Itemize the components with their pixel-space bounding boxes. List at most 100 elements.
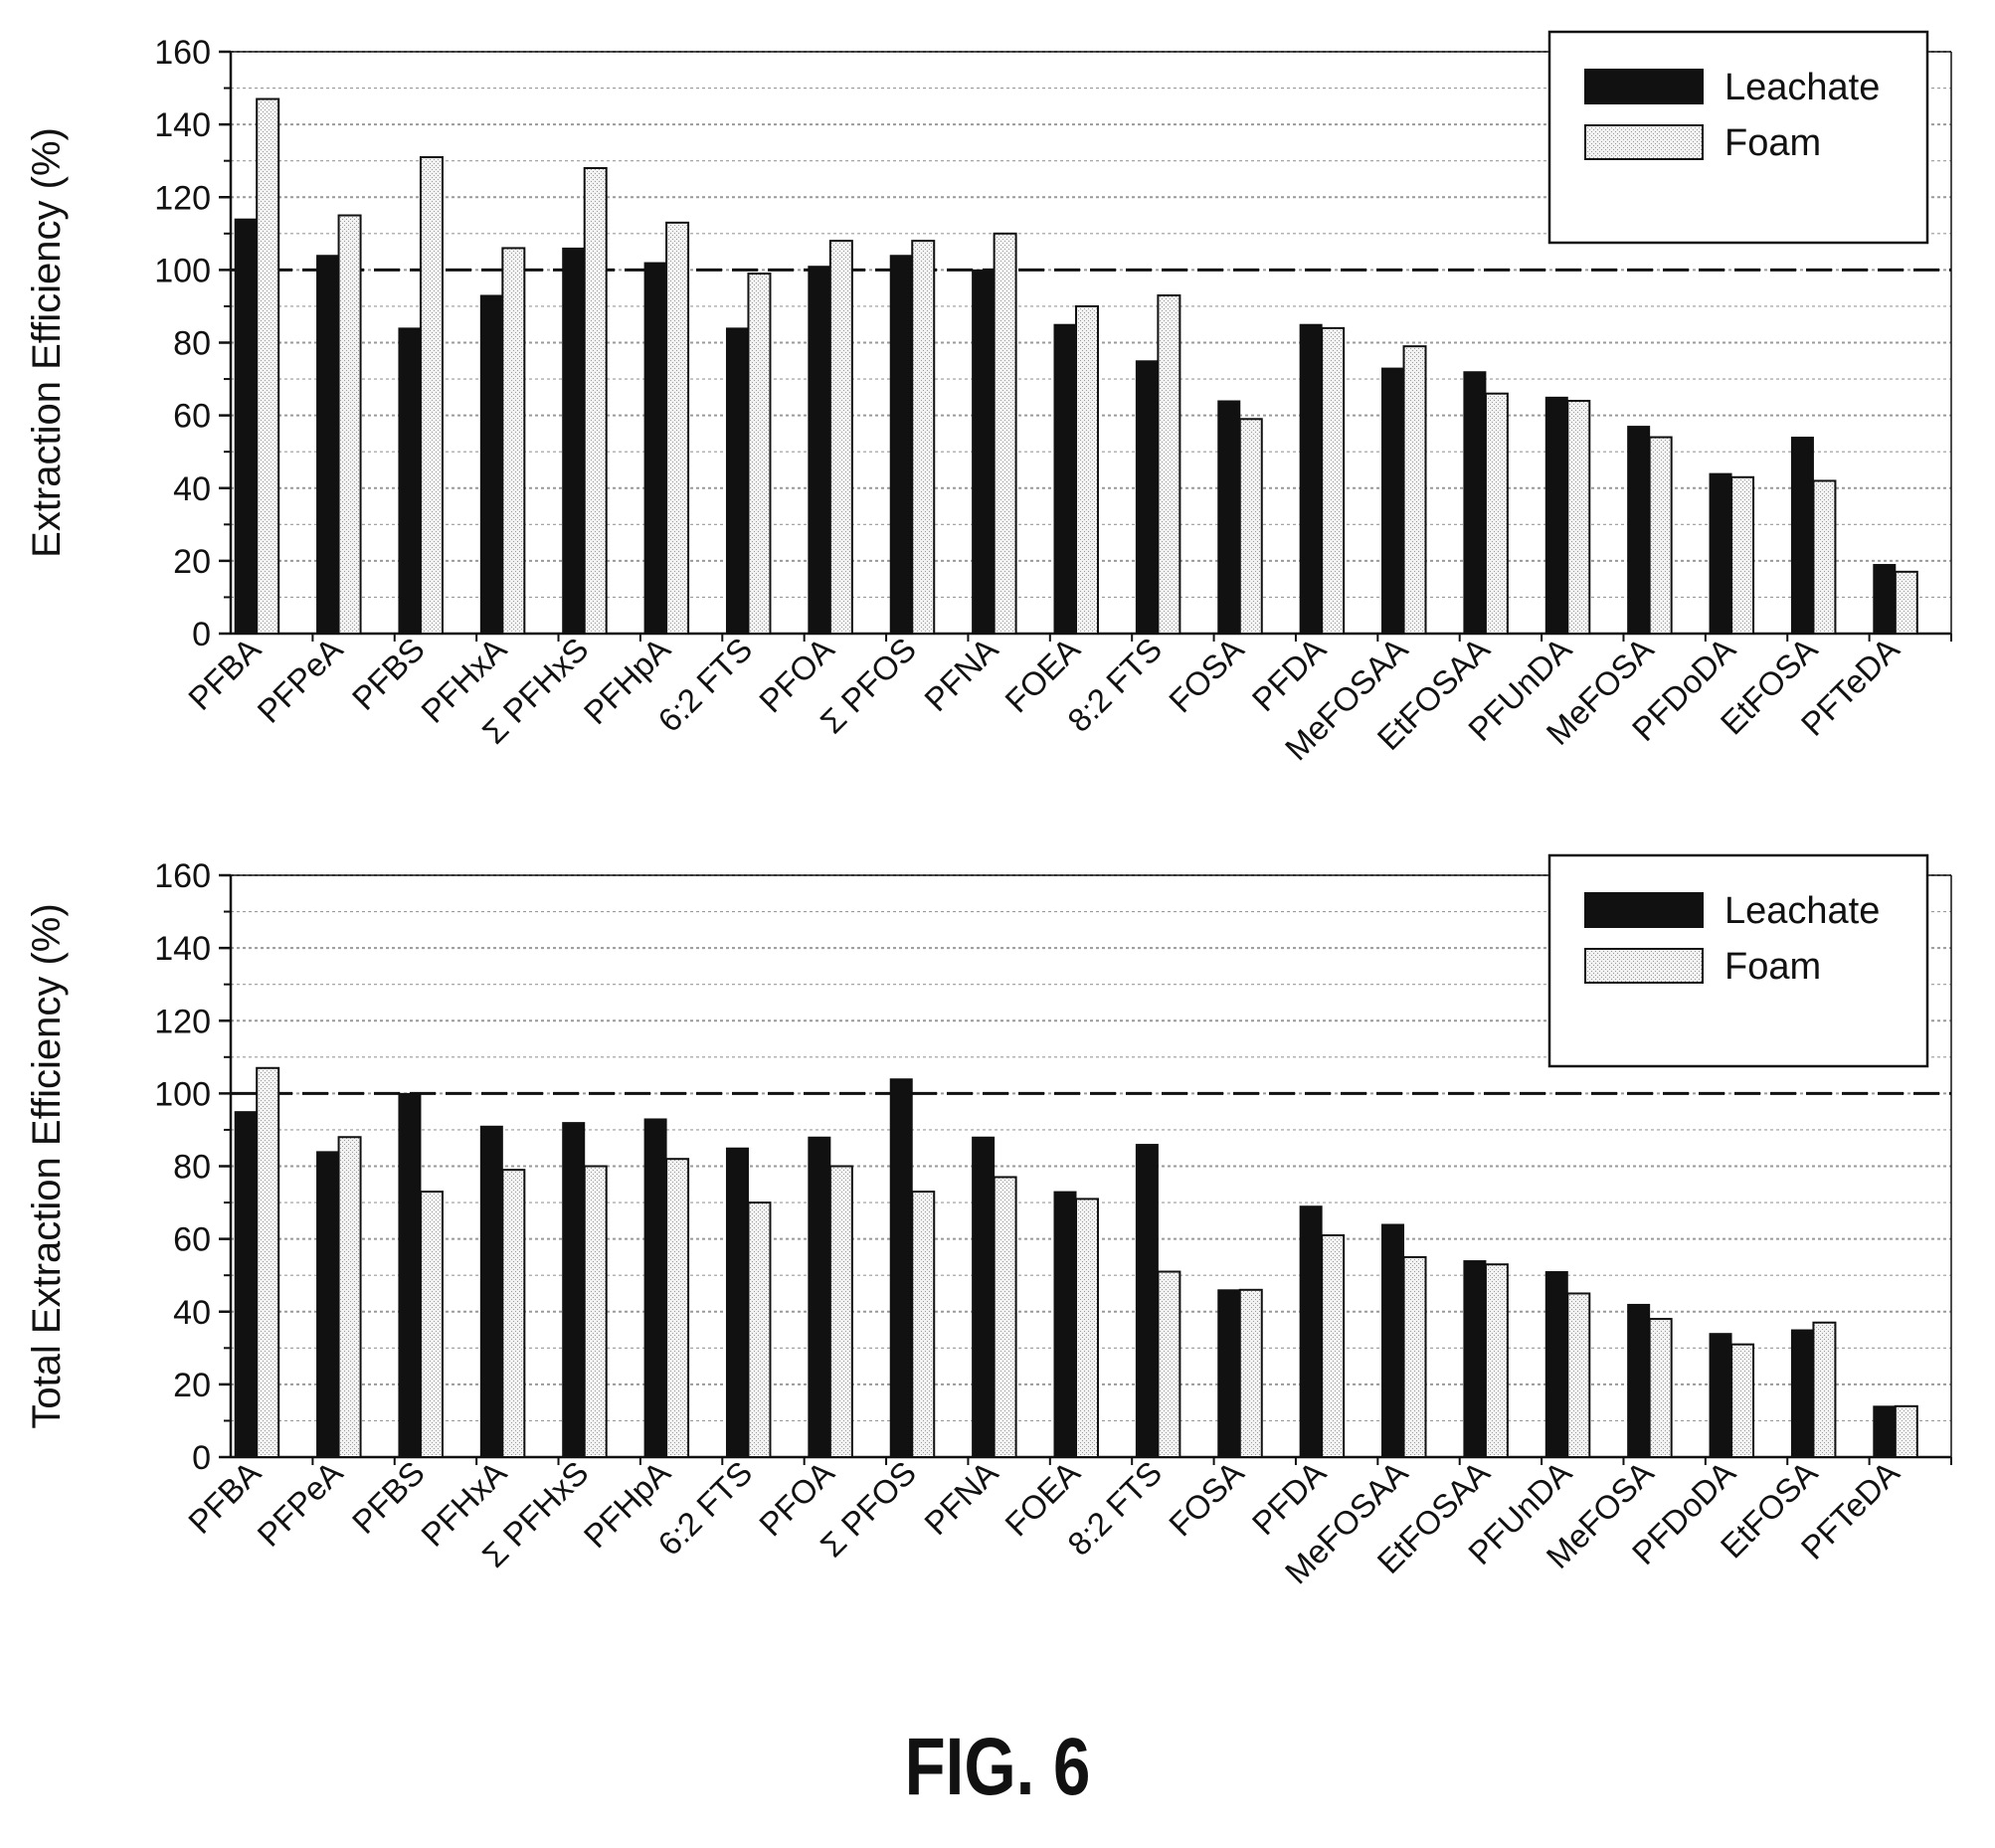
y-tick-label: 160 (154, 34, 211, 72)
bar-foam-pfoa (828, 1165, 853, 1458)
bar-foam-mefosa (1648, 436, 1673, 635)
legend-label-foam: Foam (1724, 122, 1821, 164)
bar-foam-pfunda (1566, 1292, 1591, 1458)
bar-foam-pfteda (1894, 1404, 1918, 1458)
bar-foam-8-2-fts (1157, 1270, 1181, 1458)
bar-foam-8-2-fts (1157, 293, 1181, 635)
legend-box (1547, 853, 1929, 1068)
bar-foam-pfna (993, 1176, 1017, 1458)
bar-foam-pfhxs (583, 167, 608, 635)
bar-leachate-pfhpa (643, 1118, 667, 1458)
figure-canvas: 0 20 40 60 80 100 120 140 160 Extraction Efficien… (25, 30, 1952, 1590)
chart-panel-1: 0 20 40 60 80 100 120 140 160 Extraction Efficien… (25, 30, 1952, 767)
chart-panel-2: 0 20 40 60 80 100 120 140 160 Total Extraction Ef… (25, 853, 1952, 1590)
y-tick-label: 140 (154, 930, 211, 968)
category-label: FOSA (1162, 631, 1251, 720)
bar-leachate-pfba (234, 218, 258, 635)
category-label: PFPeA (250, 1454, 349, 1554)
category-label: PFPeA (250, 631, 349, 730)
bar-foam-foea (1075, 304, 1099, 635)
bar-leachate-pfunda (1544, 1271, 1568, 1458)
bar-foam-pfunda (1566, 400, 1591, 635)
bar-foam-pfoa (828, 240, 853, 635)
category-label: PFNA (917, 631, 1004, 718)
y-tick-label: 100 (154, 252, 211, 289)
bar-foam-etfosa (1812, 479, 1837, 635)
y-tick-label: 120 (154, 1003, 211, 1040)
legend-label-foam: Foam (1724, 946, 1821, 988)
bar-foam-pfbs (419, 156, 444, 635)
legend-swatch-leachate (1584, 892, 1704, 928)
bar-leachate-mefosa (1627, 1303, 1651, 1458)
y-tick-label: 140 (154, 106, 211, 144)
y-tick-label: 20 (173, 543, 211, 581)
bar-leachate-pfda (1299, 1205, 1323, 1458)
bar-foam-pfhxa (501, 247, 526, 635)
bar-leachate-pfbs (398, 1092, 422, 1458)
bar-leachate-mefosa (1627, 426, 1651, 635)
bar-foam-pfpea (337, 214, 362, 635)
bar-leachate-pfpea (316, 255, 340, 635)
bar-leachate-mefosaa (1381, 1223, 1405, 1458)
bar-foam-foea (1075, 1198, 1099, 1458)
legend-swatch-leachate (1584, 69, 1704, 104)
y-axis-label: Extraction Efficiency (%) (25, 127, 69, 558)
bar-foam-pfhxs (583, 1165, 608, 1458)
y-tick-label: 160 (154, 857, 211, 895)
bar-foam-6-2-fts (747, 273, 772, 635)
bar-leachate-6-2-fts (725, 1147, 749, 1458)
bar-leachate-pfteda (1873, 564, 1897, 635)
bar-leachate-etfosaa (1463, 371, 1487, 635)
y-tick-label: 40 (173, 1294, 211, 1332)
bar-foam-pfhxa (501, 1169, 526, 1458)
bar-leachate-pfba (234, 1111, 258, 1458)
bar-leachate-8-2-fts (1135, 360, 1159, 635)
bar-leachate-pfhxa (479, 1125, 503, 1458)
y-tick-label: 0 (192, 616, 211, 653)
y-tick-label: 60 (173, 1221, 211, 1259)
bar-leachate-pfdoda (1709, 472, 1732, 635)
legend-swatch-foam (1584, 124, 1704, 160)
bar-foam-pfos (911, 240, 936, 635)
bar-leachate-8-2-fts (1135, 1144, 1159, 1458)
y-tick-label: 40 (173, 470, 211, 508)
bar-leachate-foea (1053, 1191, 1077, 1458)
bar-leachate-6-2-fts (725, 327, 749, 635)
category-label: PFNA (917, 1454, 1004, 1542)
bar-foam-pfos (911, 1191, 936, 1458)
bar-leachate-pfos (889, 1078, 913, 1458)
bar-leachate-pfhpa (643, 262, 667, 635)
legend-swatch-foam (1584, 948, 1704, 984)
category-label: FOSA (1162, 1454, 1251, 1544)
bar-leachate-pfoa (808, 266, 831, 635)
bar-foam-pfba (256, 1066, 280, 1458)
bar-foam-pfda (1321, 326, 1346, 635)
bar-foam-pfteda (1894, 570, 1918, 635)
legend-label-leachate: Leachate (1724, 67, 1880, 108)
bar-leachate-pfdoda (1709, 1333, 1732, 1458)
bar-foam-pfdoda (1730, 475, 1755, 635)
bar-foam-mefosa (1648, 1318, 1673, 1458)
bar-leachate-etfosa (1790, 1329, 1814, 1458)
legend: Leachate Foam (1547, 30, 1929, 245)
bar-foam-pfba (256, 97, 280, 635)
bar-leachate-pfos (889, 255, 913, 635)
y-tick-label: 100 (154, 1075, 211, 1113)
bar-foam-etfosaa (1484, 392, 1509, 635)
bar-leachate-etfosaa (1463, 1260, 1487, 1458)
y-tick-label: 80 (173, 325, 211, 363)
bar-leachate-pfna (972, 1136, 996, 1458)
bar-foam-pfna (993, 232, 1017, 635)
bar-leachate-mefosaa (1381, 367, 1405, 635)
bar-foam-mefosaa (1402, 1255, 1427, 1458)
bar-foam-fosa (1238, 418, 1263, 635)
y-tick-label: 0 (192, 1439, 211, 1477)
bar-leachate-pfoa (808, 1136, 831, 1458)
legend-label-leachate: Leachate (1724, 890, 1880, 932)
bar-foam-pfpea (337, 1136, 362, 1458)
bar-leachate-pfunda (1544, 396, 1568, 635)
bar-leachate-pfbs (398, 327, 422, 635)
bar-leachate-pfhxs (562, 247, 586, 635)
bar-foam-pfda (1321, 1233, 1346, 1458)
